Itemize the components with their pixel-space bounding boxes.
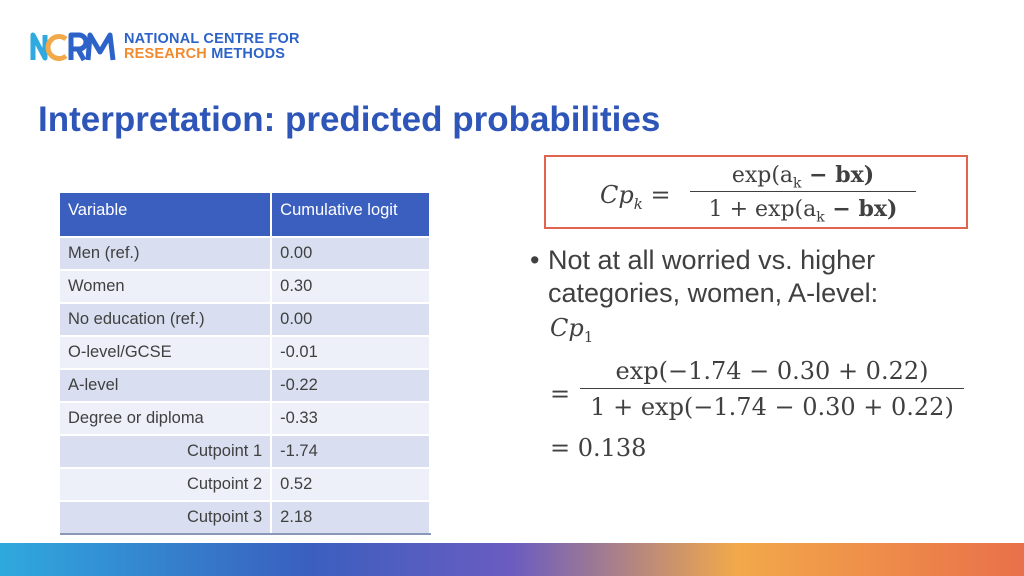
formula-box: Cpk = exp(ak − bx) 1 + exp(ak − bx) xyxy=(544,155,968,229)
table-row: Cutpoint 1 -1.74 xyxy=(60,434,431,468)
ncrm-logo-mark xyxy=(30,32,116,62)
header-variable: Variable xyxy=(60,193,273,237)
slide-title: Interpretation: predicted probabilities xyxy=(38,100,661,139)
formula-fraction: exp(ak − bx) 1 + exp(ak − bx) xyxy=(690,159,916,226)
computed-fraction: exp(−1.74 − 0.30 + 0.22) 1 + exp(−1.74 −… xyxy=(580,354,964,425)
row-variable: Men (ref.) xyxy=(60,236,273,270)
formula-numerator-subscript: k xyxy=(793,175,802,192)
row-variable: Women xyxy=(60,269,273,303)
header-cumulative-logit-label: Cumulative logit xyxy=(280,201,398,219)
row-variable: Cutpoint 3 xyxy=(60,500,273,535)
formula-numerator: exp(ak − bx) xyxy=(690,159,916,191)
cp1-symbol: Cp xyxy=(550,314,584,342)
row-variable: O-level/GCSE xyxy=(60,335,273,369)
row-variable: Cutpoint 1 xyxy=(60,434,273,468)
formula-lhs-symbol: Cp xyxy=(600,181,634,209)
logo-word-research: RESEARCH xyxy=(124,46,207,62)
table-row: Women 0.30 xyxy=(60,269,431,303)
table-row: A-level -0.22 xyxy=(60,368,431,402)
formula-lhs-subscript: k xyxy=(633,194,643,213)
ncrm-logo-text: NATIONAL CENTRE FOR RESEARCH METHODS xyxy=(124,32,300,62)
computed-denominator: 1 + exp(−1.74 − 0.30 + 0.22) xyxy=(590,393,954,421)
formula-denominator-subscript: k xyxy=(816,209,825,226)
row-value: 0.00 xyxy=(271,302,431,336)
formula-fraction-bar xyxy=(690,191,916,192)
row-value: -1.74 xyxy=(271,434,431,468)
bullet-text: Not at all worried vs. higher categories… xyxy=(548,245,879,308)
ncrm-logo: NATIONAL CENTRE FOR RESEARCH METHODS xyxy=(30,30,300,64)
row-variable: Cutpoint 2 xyxy=(60,467,273,501)
logo-word-national: NATIONAL xyxy=(124,31,200,47)
row-variable: Degree or diploma xyxy=(60,401,273,435)
formula-numerator-rest: − bx) xyxy=(801,162,875,188)
row-value: 2.18 xyxy=(271,500,431,535)
cp1-label: Cp1 xyxy=(550,314,593,346)
table-header-row: Variable Cumulative logit xyxy=(60,193,431,237)
formula-denominator: 1 + exp(ak − bx) xyxy=(690,192,916,226)
footer-gradient-bar xyxy=(0,543,1024,576)
cp1-subscript: 1 xyxy=(583,327,594,346)
row-variable: A-level xyxy=(60,368,273,402)
row-value: 0.00 xyxy=(271,236,431,270)
table-row: Men (ref.) 0.00 xyxy=(60,236,431,270)
row-value: 0.52 xyxy=(271,467,431,501)
computed-result: = 0.138 xyxy=(550,434,647,462)
coefficients-table: Variable Cumulative logit Men (ref.) 0.0… xyxy=(60,193,431,535)
row-variable: No education (ref.) xyxy=(60,302,273,336)
table-row: Cutpoint 2 0.52 xyxy=(60,467,431,501)
computed-numerator: exp(−1.74 − 0.30 + 0.22) xyxy=(615,357,929,385)
logo-word-centre: CENTRE FOR xyxy=(203,31,300,47)
row-value: 0.30 xyxy=(271,269,431,303)
header-cumulative-logit: Cumulative logit xyxy=(271,193,431,237)
row-value: -0.22 xyxy=(271,368,431,402)
table-row: Cutpoint 3 2.18 xyxy=(60,500,431,535)
bullet-dot-icon: • xyxy=(530,245,540,275)
table-row: Degree or diploma -0.33 xyxy=(60,401,431,435)
formula-lhs: Cpk = xyxy=(600,181,671,213)
formula-numerator-text: exp(a xyxy=(731,163,794,188)
table-row: No education (ref.) 0.00 xyxy=(60,302,431,336)
row-value: -0.33 xyxy=(271,401,431,435)
computed-fraction-bar xyxy=(580,388,964,389)
logo-word-methods: METHODS xyxy=(211,46,286,62)
formula-denominator-text: 1 + exp(a xyxy=(708,197,817,222)
table-row: O-level/GCSE -0.01 xyxy=(60,335,431,369)
formula-denominator-rest: − bx) xyxy=(824,196,898,222)
row-value: -0.01 xyxy=(271,335,431,369)
equals-sign: = xyxy=(550,380,571,408)
